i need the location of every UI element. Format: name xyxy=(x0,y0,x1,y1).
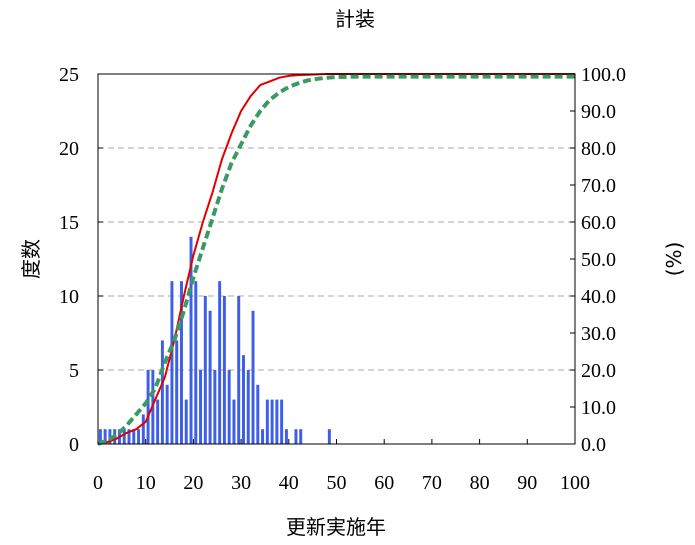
fitted-cumulative-line xyxy=(97,74,575,446)
x-axis-ticks: 0 10 20 30 40 50 60 70 80 90 100 xyxy=(93,439,590,494)
histogram-bar xyxy=(327,429,331,444)
histogram-bar xyxy=(194,281,198,444)
x-tick-label: 10 xyxy=(136,472,156,494)
histogram-bar xyxy=(237,296,241,444)
histogram-bar xyxy=(280,399,284,444)
histogram-bars xyxy=(98,236,331,444)
left-y-axis-label: 度数 xyxy=(19,239,43,279)
histogram-bar xyxy=(170,281,174,444)
plot-frame xyxy=(97,73,576,445)
x-tick-label: 70 xyxy=(422,472,442,494)
right-y-tick-label: 100.0 xyxy=(581,64,626,86)
histogram-bar xyxy=(242,355,245,444)
histogram-bar xyxy=(232,399,236,444)
right-y-tick-label: 0.0 xyxy=(581,434,606,456)
histogram-bar xyxy=(127,429,131,444)
left-y-tick-label: 5 xyxy=(69,360,79,382)
histogram-bar xyxy=(160,340,164,444)
right-y-tick-label: 50.0 xyxy=(581,249,616,271)
histogram-bar xyxy=(246,370,250,444)
histogram-bar xyxy=(179,281,183,444)
histogram-bar xyxy=(299,429,303,444)
histogram-bar xyxy=(294,429,298,444)
x-tick-label: 80 xyxy=(470,472,490,494)
histogram-bar xyxy=(251,310,255,444)
right-y-tick-label: 80.0 xyxy=(581,138,616,160)
right-y-axis-label: (%) xyxy=(662,242,686,277)
x-tick-label: 50 xyxy=(327,472,347,494)
histogram-bar xyxy=(256,384,260,444)
x-tick-label: 30 xyxy=(231,472,251,494)
histogram-bar xyxy=(189,236,193,444)
left-y-axis-ticks: 0 5 10 15 20 25 xyxy=(59,64,103,456)
histogram-bar xyxy=(175,340,179,444)
histogram-bar xyxy=(208,310,212,444)
right-y-tick-label: 90.0 xyxy=(581,101,616,123)
x-tick-label: 20 xyxy=(183,472,203,494)
histogram-bar xyxy=(275,399,279,444)
right-y-tick-label: 40.0 xyxy=(581,286,616,308)
chart-title: 計装 xyxy=(335,7,375,31)
left-y-tick-label: 0 xyxy=(69,434,79,456)
histogram-bar xyxy=(222,296,226,444)
histogram-bar xyxy=(103,429,107,444)
histogram-bar xyxy=(199,370,203,444)
right-y-tick-label: 10.0 xyxy=(581,397,616,419)
cumulative-lines xyxy=(97,73,575,446)
left-y-tick-label: 15 xyxy=(59,212,79,234)
right-y-axis-ticks: 0.0 10.0 20.0 30.0 40.0 50.0 60.0 70.0 80.0 90.0 1… xyxy=(570,64,626,456)
histogram-bar xyxy=(132,429,136,444)
histogram-bar xyxy=(156,399,160,444)
x-tick-label: 0 xyxy=(93,472,103,494)
x-tick-label: 40 xyxy=(279,472,299,494)
x-tick-label: 100 xyxy=(560,472,590,494)
right-y-tick-label: 30.0 xyxy=(581,323,616,345)
histogram-bar xyxy=(184,399,188,444)
histogram-bar xyxy=(165,384,169,444)
grid-lines xyxy=(98,147,575,371)
right-y-tick-label: 70.0 xyxy=(581,175,616,197)
histogram-bar xyxy=(203,296,207,444)
histogram-bar xyxy=(108,429,112,444)
left-y-tick-label: 10 xyxy=(59,286,79,308)
cumulative-line xyxy=(97,73,575,445)
histogram-bar xyxy=(146,370,150,444)
histogram-bar xyxy=(218,281,222,444)
right-y-tick-label: 20.0 xyxy=(581,360,616,382)
histogram-bar xyxy=(98,429,102,444)
histogram-bar xyxy=(137,429,141,444)
left-y-tick-label: 20 xyxy=(59,138,79,160)
histogram-bar xyxy=(213,370,217,444)
right-y-tick-label: 60.0 xyxy=(581,212,616,234)
histogram-bar xyxy=(265,399,269,444)
histogram-bar xyxy=(261,429,265,444)
histogram-bar xyxy=(141,414,145,444)
histogram-bar xyxy=(270,399,274,444)
x-axis-label: 更新実施年 xyxy=(286,515,386,539)
left-y-tick-label: 25 xyxy=(59,64,79,86)
histogram-bar xyxy=(284,429,288,444)
histogram-bar xyxy=(122,429,126,444)
x-tick-label: 60 xyxy=(374,472,394,494)
x-tick-label: 90 xyxy=(517,472,537,494)
histogram-bar xyxy=(227,370,231,444)
